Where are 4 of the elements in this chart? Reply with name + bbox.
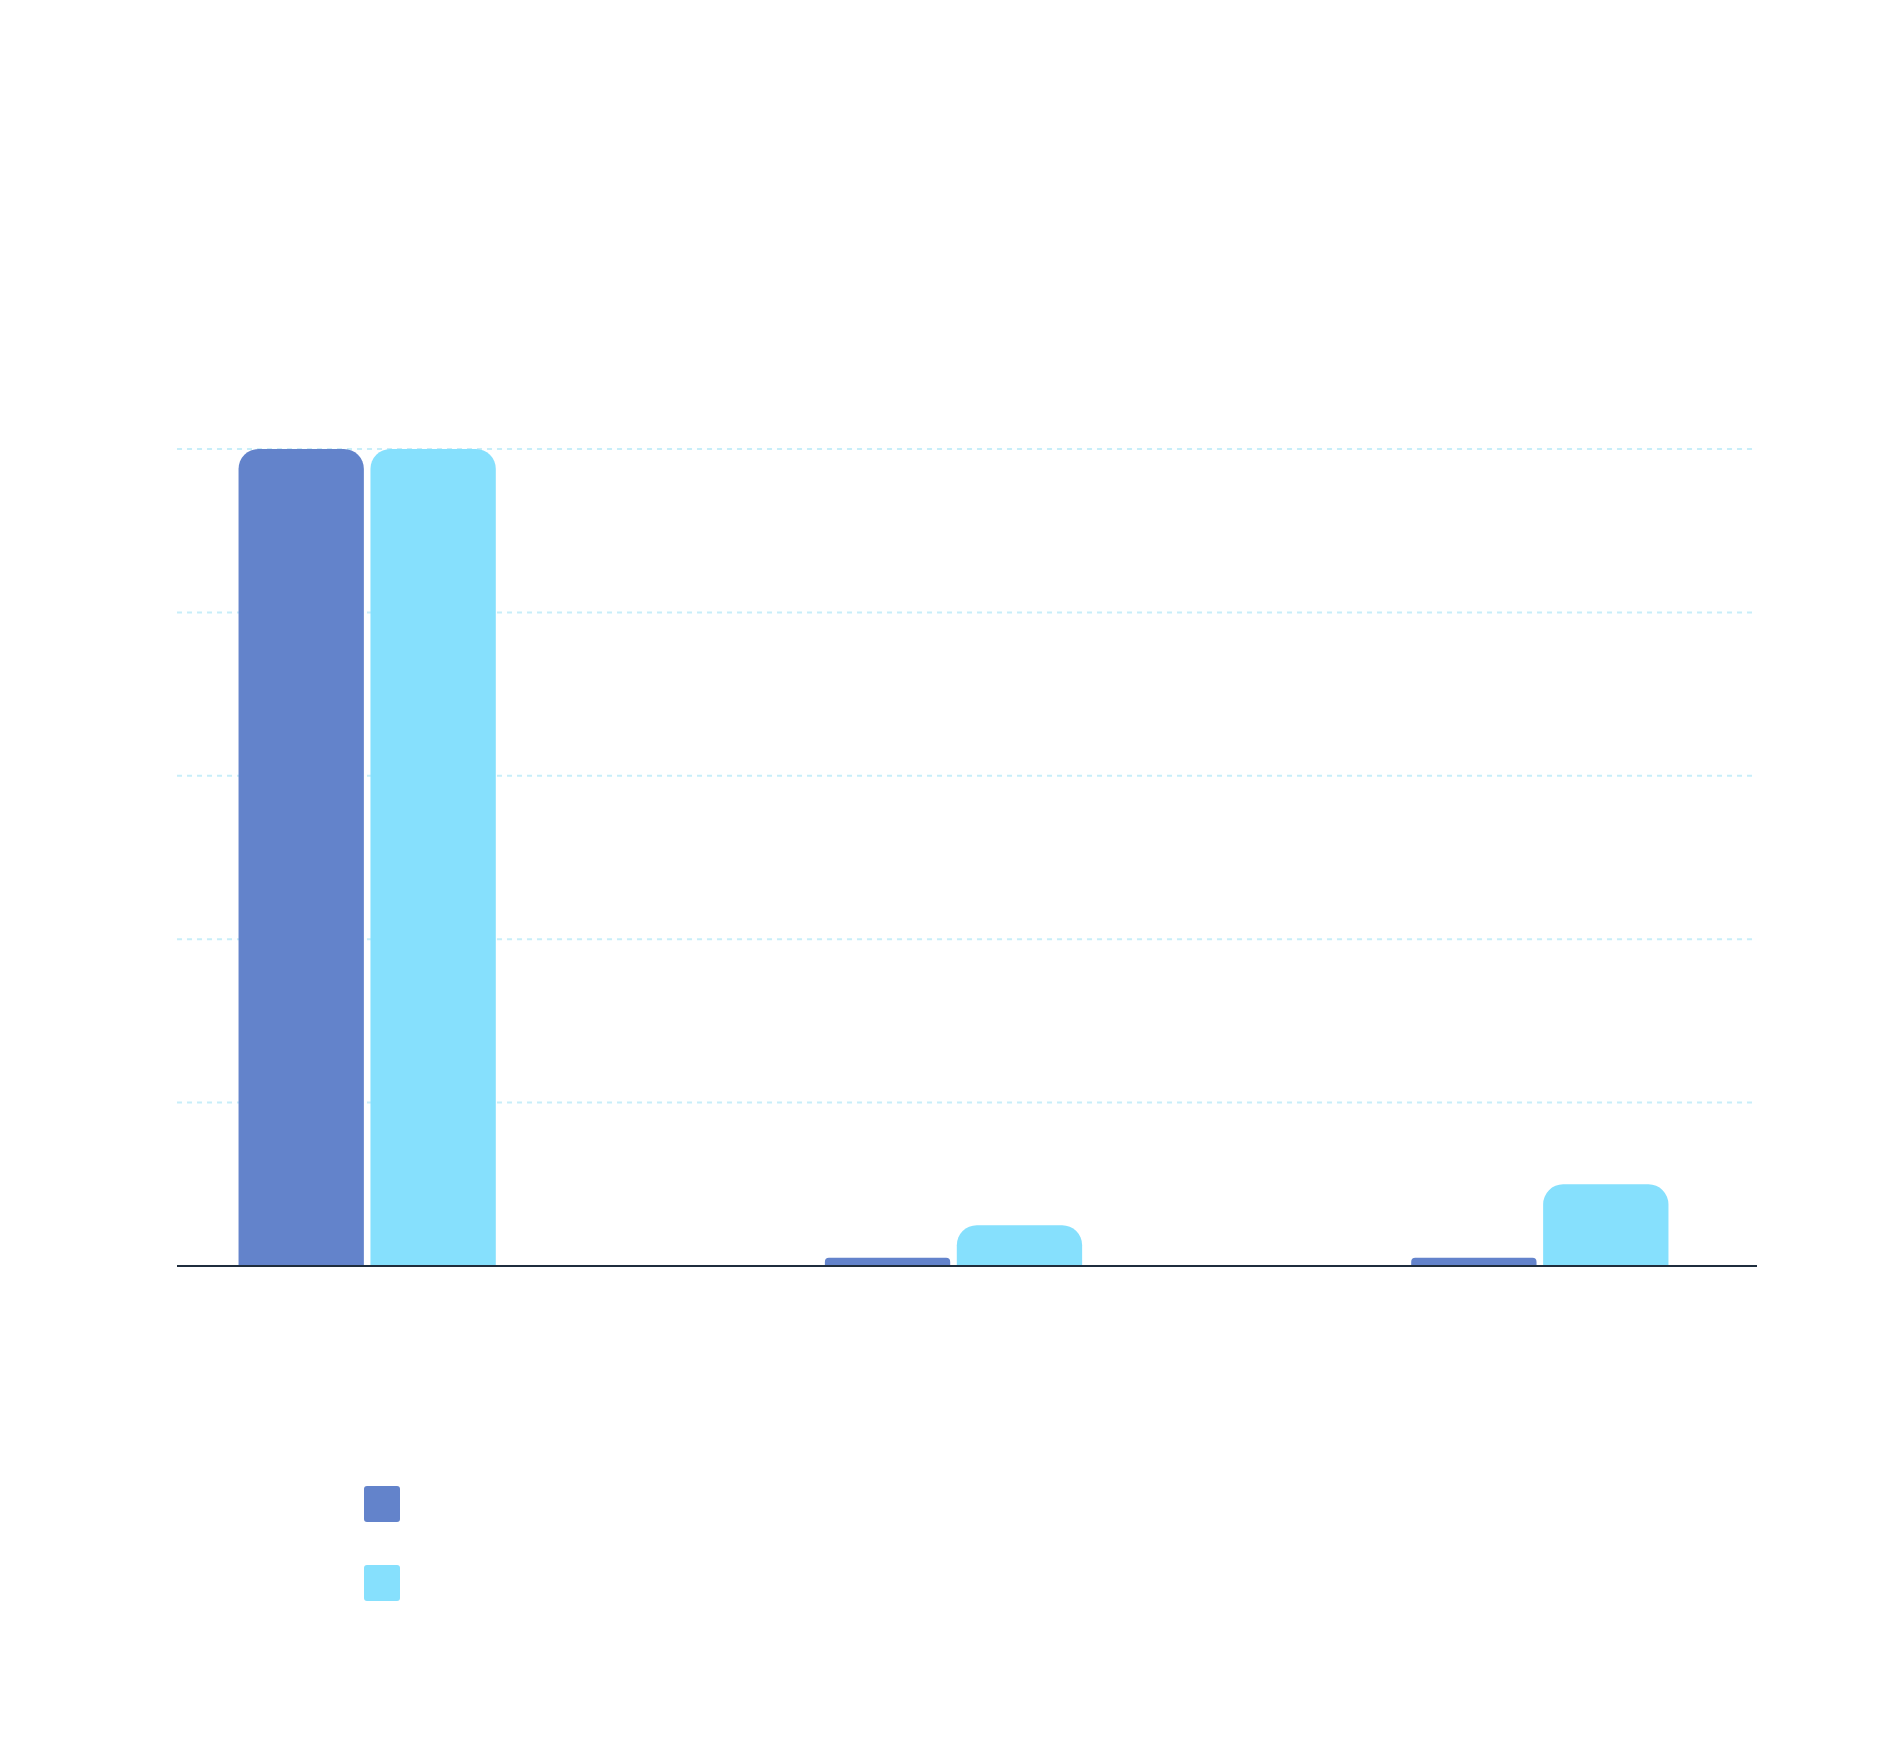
bar [956,1225,1083,1266]
bar [238,449,364,1266]
bar [1543,1184,1669,1266]
bar [370,449,496,1266]
